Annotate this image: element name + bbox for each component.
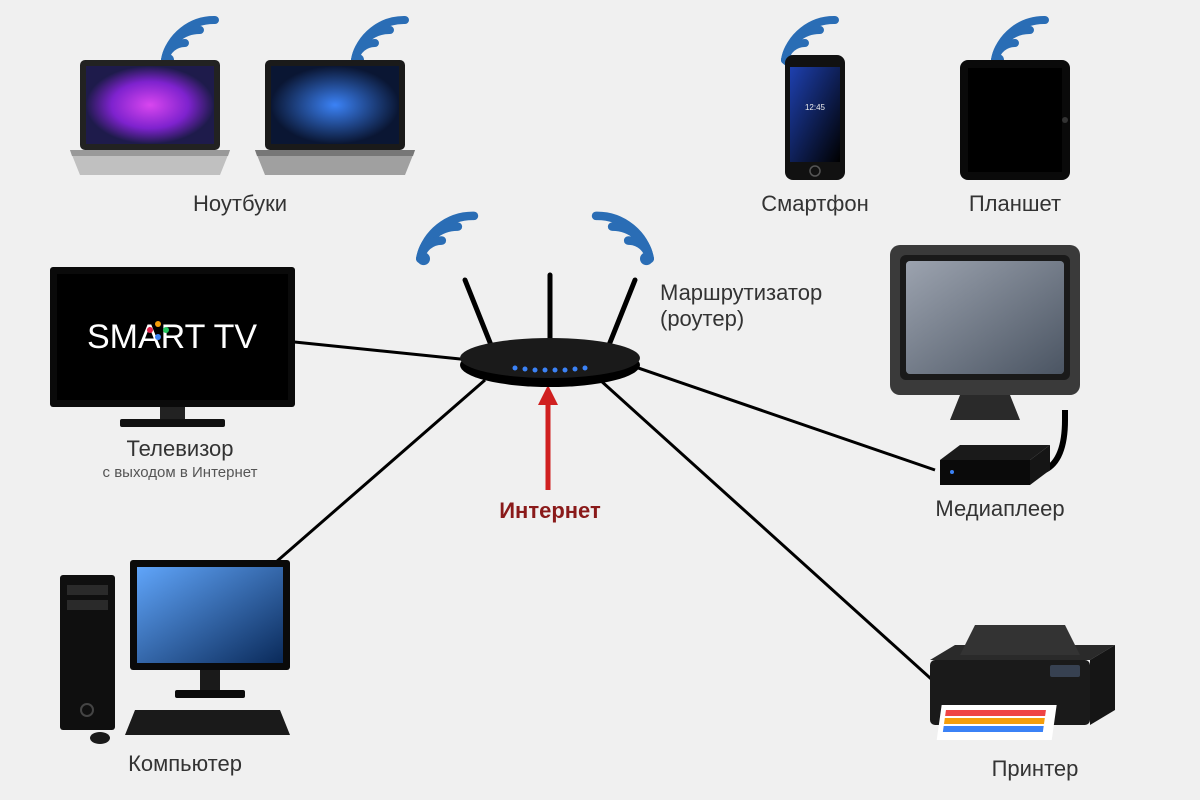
svg-text:SMART TV: SMART TV — [87, 318, 257, 356]
wifi-icon — [415, 210, 490, 270]
mediaplayer-label: Медиаплеер — [870, 496, 1130, 522]
tv-label: Телевизор — [45, 436, 315, 462]
tv-icon: SMART TV — [45, 262, 300, 430]
router-label-1: Маршрутизатор — [660, 280, 822, 306]
printer-label: Принтер — [920, 756, 1150, 782]
tablet-label: Планшет — [930, 191, 1100, 217]
wifi-icon — [580, 210, 655, 270]
smartphone-node: 12:45 Смартфон — [740, 55, 890, 217]
computer-node: Компьютер — [55, 555, 315, 777]
mediaplayer-icon — [870, 235, 1100, 490]
printer-icon — [920, 610, 1120, 750]
tv-node: SMART TV Телевизор с выходом в Интернет — [45, 262, 315, 481]
computer-label: Компьютер — [55, 751, 315, 777]
diagram-canvas: Ноутбуки 12:45 Смартфон Планшет Маршру — [0, 0, 1200, 800]
tv-sublabel: с выходом в Интернет — [45, 464, 315, 481]
smartphone-icon: 12:45 — [775, 55, 855, 185]
laptop-icon — [60, 55, 420, 185]
tablet-icon — [955, 55, 1075, 185]
internet-node: Интернет — [460, 498, 640, 524]
laptops-node: Ноутбуки — [60, 55, 420, 217]
smartphone-label: Смартфон — [740, 191, 890, 217]
computer-icon — [55, 555, 295, 745]
tablet-node: Планшет — [930, 55, 1100, 217]
svg-text:12:45: 12:45 — [805, 103, 826, 112]
internet-label: Интернет — [460, 498, 640, 524]
laptops-label: Ноутбуки — [60, 191, 420, 217]
printer-node: Принтер — [920, 610, 1150, 782]
router-label-node: Маршрутизатор (роутер) — [660, 280, 822, 332]
router-icon — [440, 270, 660, 390]
router-label-2: (роутер) — [660, 306, 822, 332]
mediaplayer-node: Медиаплеер — [870, 235, 1130, 522]
